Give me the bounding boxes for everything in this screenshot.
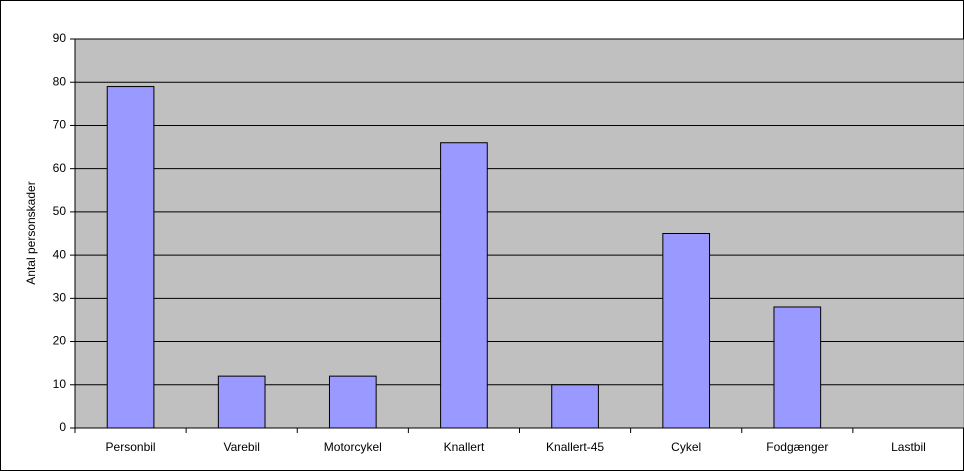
- bar: [440, 142, 488, 429]
- x-tick-label: Personbil: [106, 440, 156, 454]
- y-tick-label: 40: [53, 247, 67, 261]
- bar: [328, 375, 377, 429]
- bar: [106, 86, 155, 429]
- x-tick-label: Motorcykel: [324, 440, 382, 454]
- x-tick-label: Knallert: [444, 440, 485, 454]
- y-tick-label: 60: [53, 161, 67, 175]
- bar: [773, 306, 822, 429]
- x-tick-label: Varebil: [223, 440, 259, 454]
- bar: [662, 233, 711, 429]
- y-tick-label: 80: [53, 74, 67, 88]
- y-tick-label: 10: [53, 377, 67, 391]
- plot-area: [74, 38, 964, 429]
- bar: [551, 384, 599, 429]
- y-tick-label: 90: [53, 31, 67, 45]
- y-tick-label: 20: [53, 334, 67, 348]
- y-tick-label: 0: [59, 420, 66, 434]
- y-tick-label: 50: [53, 204, 67, 218]
- y-axis-label: Antal personskader: [24, 181, 38, 284]
- x-tick-label: Knallert-45: [546, 440, 604, 454]
- x-tick-label: Lastbil: [891, 440, 926, 454]
- bar: [217, 375, 266, 429]
- x-tick-label: Fodgænger: [766, 440, 828, 454]
- y-tick-label: 70: [53, 118, 67, 132]
- x-tick-label: Cykel: [671, 440, 701, 454]
- y-tick-label: 30: [53, 291, 67, 305]
